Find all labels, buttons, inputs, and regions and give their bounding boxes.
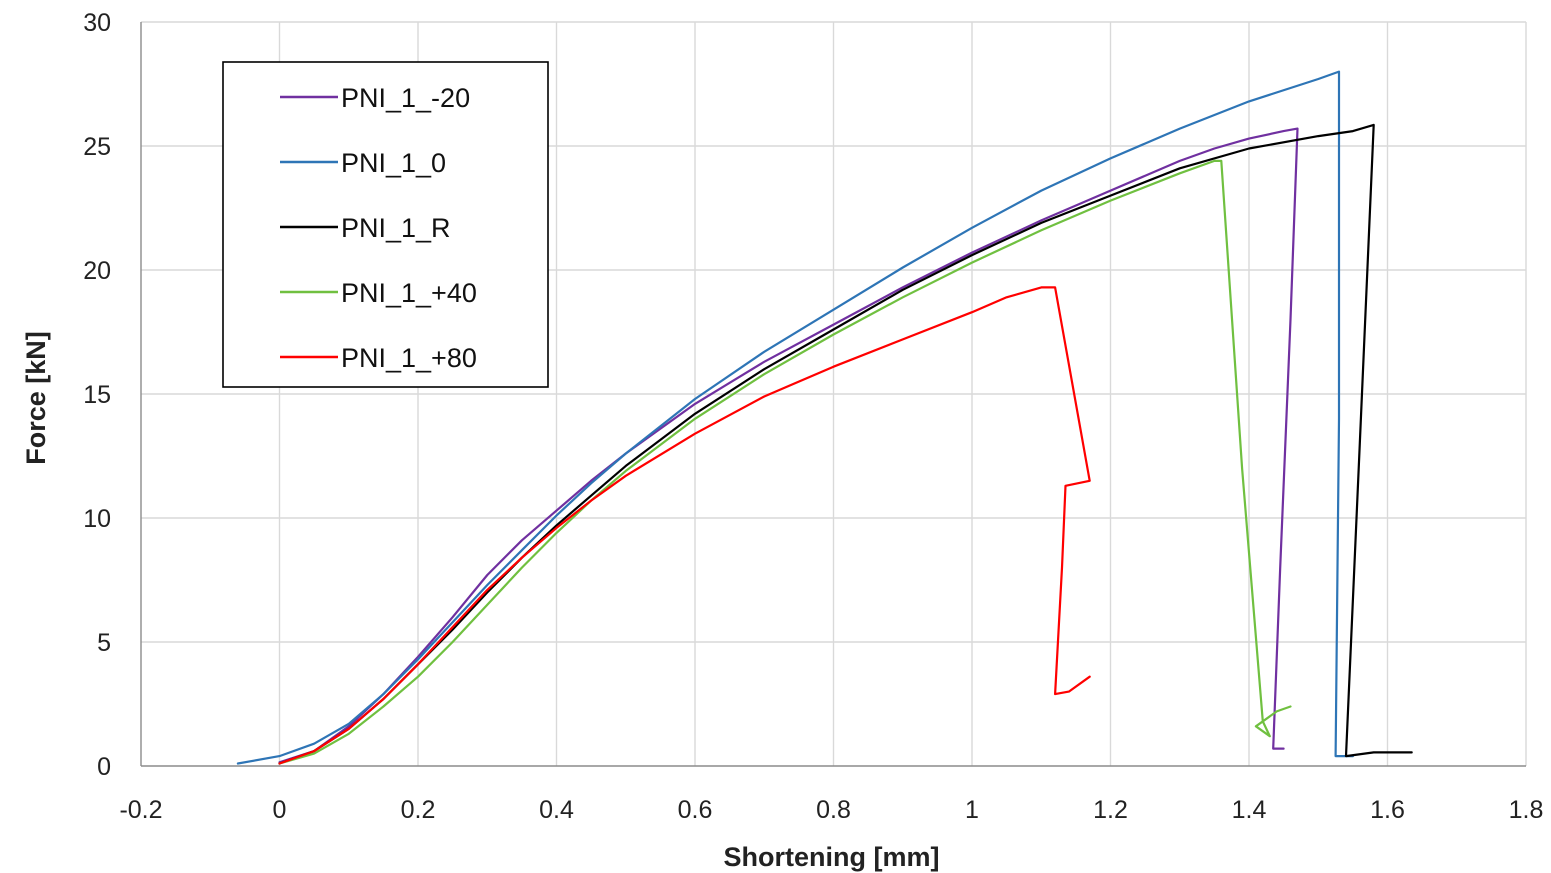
x-tick-label: 1.8 <box>1509 796 1544 824</box>
x-tick-label: 1.2 <box>1093 796 1128 824</box>
gridlines <box>141 21 1527 766</box>
x-tick-label: 0.6 <box>678 796 713 824</box>
y-tick-label: 20 <box>83 257 111 285</box>
legend-label: PNI_1_-20 <box>341 83 470 113</box>
legend-label: PNI_1_+40 <box>341 278 477 308</box>
y-tick-label: 5 <box>97 629 111 657</box>
y-tick-label: 10 <box>83 505 111 533</box>
x-tick-label: 0.2 <box>401 796 436 824</box>
axes <box>140 22 1526 767</box>
series-line-PNI_1_-20 <box>278 127 1299 764</box>
x-tick-label: -0.2 <box>119 796 162 824</box>
tick-labels: -0.2 0 0.2 0.4 0.6 0.8 1 1.2 1.4 1.6 1.8 0 5 10 15 20 25… <box>83 9 1543 824</box>
legend-label: PNI_1_+80 <box>341 343 477 373</box>
y-tick-label: 15 <box>83 381 111 409</box>
legend-label: PNI_1_0 <box>341 148 446 178</box>
y-tick-label: 0 <box>97 753 111 781</box>
x-tick-label: 1 <box>965 796 979 824</box>
x-tick-label: 0.4 <box>539 796 574 824</box>
x-tick-label: 1.6 <box>1370 796 1405 824</box>
x-tick-label: 1.4 <box>1232 796 1267 824</box>
legend: PNI_1_-20 PNI_1_0 PNI_1_R PNI_1_+40 PNI_1_+8… <box>222 61 549 388</box>
x-tick-label: 0.8 <box>816 796 851 824</box>
y-tick-label: 25 <box>83 133 111 161</box>
series-lines <box>236 70 1413 765</box>
y-axis-title: Force [kN] <box>21 331 51 465</box>
x-tick-label: 0 <box>273 796 287 824</box>
series-line-PNI_1_+80 <box>278 286 1091 765</box>
y-tick-label: 30 <box>83 9 111 37</box>
series-line-PNI_1_+40 <box>278 159 1292 765</box>
series-line-PNI_1_0 <box>236 70 1354 765</box>
legend-box <box>222 61 549 388</box>
legend-label: PNI_1_R <box>341 213 451 243</box>
x-axis-title: Shortening [mm] <box>724 842 940 872</box>
